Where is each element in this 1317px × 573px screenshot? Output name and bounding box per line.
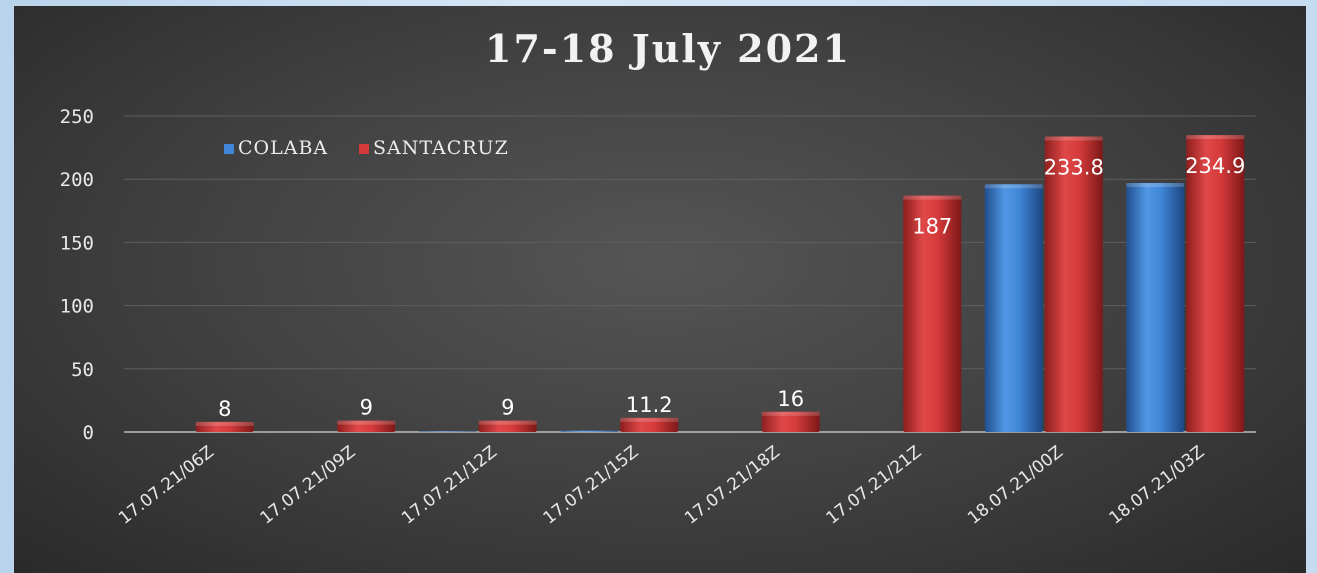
x-axis: 17.07.21/06Z 17.07.21/09Z 17.07.21/12Z 17.0… [115,442,1208,528]
y-tick-label: 200 [60,169,94,191]
y-tick-label: 50 [71,359,94,381]
legend-label: COLABA [238,137,328,159]
y-tick-label: 0 [83,422,94,444]
data-label: 11.2 [626,393,673,417]
bar-santacruz-7 [1186,135,1245,432]
data-label: 8 [218,397,231,421]
bar-santacruz-1 [337,420,396,432]
bar-colaba-6 [984,184,1043,432]
data-label: 233.8 [1044,155,1104,179]
y-tick-label: 100 [60,296,94,318]
bar-cap [1126,182,1185,187]
bar-santacruz-2 [478,420,537,432]
x-tick-label: 18.07.21/00Z [964,442,1067,528]
x-tick-label: 17.07.21/06Z [115,442,218,528]
legend: COLABA SANTACRUZ [224,137,509,159]
bar-colaba-7 [1126,182,1185,432]
y-tick-label: 250 [60,106,94,128]
bar-santacruz-6 [1044,136,1103,432]
bar-cap [761,411,820,416]
bar-cap [195,421,254,426]
bar-cap [337,420,396,425]
bar-santacruz-0 [195,421,254,432]
chart-frame: 17-18 July 2021 0 50 100 150 200 250 8 9 9 11.2 1… [14,6,1306,573]
x-tick-label: 17.07.21/21Z [823,442,926,528]
x-tick-label: 17.07.21/15Z [540,442,643,528]
legend-swatch-colaba [224,144,234,154]
bar-cap [903,195,962,200]
data-label: 187 [912,215,952,239]
x-tick-label: 17.07.21/12Z [398,442,501,528]
bars [195,135,1245,432]
data-label: 9 [360,396,373,420]
x-tick-label: 17.07.21/18Z [681,442,784,528]
bar-colaba-3 [560,430,619,432]
data-label: 16 [777,387,804,411]
x-tick-label: 17.07.21/09Z [257,442,360,528]
bar-cap [418,431,477,432]
bar-santacruz-3 [620,417,679,432]
legend-swatch-santacruz [359,144,369,154]
bar-cap [1186,135,1245,140]
bar-cap [1044,136,1103,141]
bar-colaba-2 [418,431,477,432]
bar-cap [984,184,1043,189]
bar-cap [620,417,679,422]
data-label: 9 [501,396,514,420]
bar-cap [560,430,619,432]
data-label: 234.9 [1185,154,1245,178]
bar-santacruz-5 [903,195,962,432]
bar-chart: 17-18 July 2021 0 50 100 150 200 250 8 9 9 11.2 1… [60,26,1256,529]
chart-title: 17-18 July 2021 [485,26,851,71]
legend-label: SANTACRUZ [373,137,509,159]
bar-santacruz-4 [761,411,820,432]
y-axis: 0 50 100 150 200 250 [60,106,94,444]
bar-cap [478,420,537,425]
data-labels: 8 9 9 11.2 16 187 233.8 234.9 [218,154,1245,421]
x-tick-label: 18.07.21/03Z [1106,442,1209,528]
y-tick-label: 150 [60,232,94,254]
